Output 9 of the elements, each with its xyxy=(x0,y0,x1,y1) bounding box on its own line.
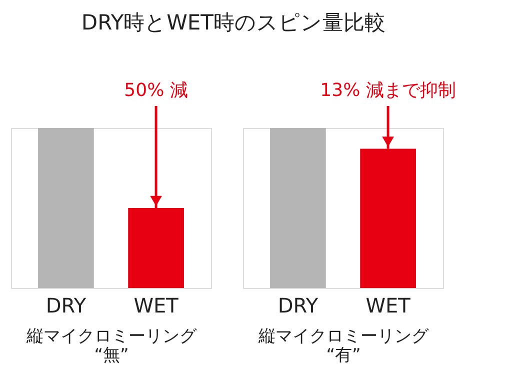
x-axis-title: 縦マイクロミーリング “無” xyxy=(26,326,198,366)
x-tick-label: DRY xyxy=(46,294,87,318)
x-tick-label: WET xyxy=(134,294,180,318)
annotation: 50% 減 xyxy=(124,80,188,101)
x-axis-title: 縦マイクロミーリング “有” xyxy=(258,326,430,366)
x-tick-label: WET xyxy=(366,294,412,318)
x-tick-label: DRY xyxy=(278,294,319,318)
annotation: 13% 減まで抑制 xyxy=(320,80,456,101)
chart-title: DRY時とWET時のスピン量比較 xyxy=(81,10,386,34)
